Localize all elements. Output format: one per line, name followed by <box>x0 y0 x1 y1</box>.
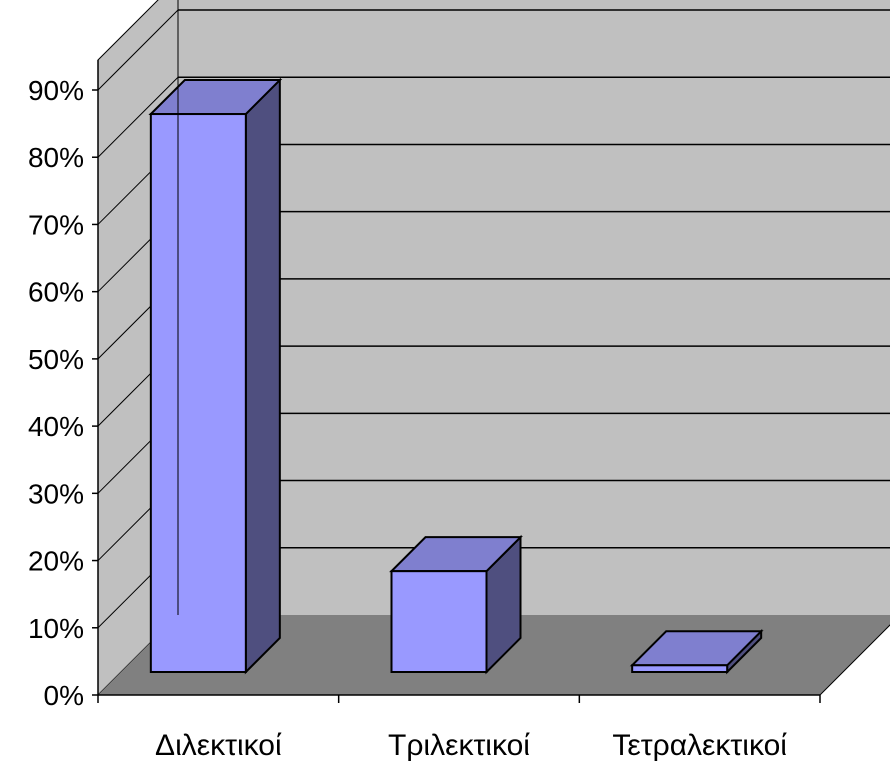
bar-front <box>390 570 488 674</box>
bar-side <box>244 77 281 675</box>
y-tick-label: 0% <box>44 680 84 711</box>
y-tick-label: 20% <box>28 546 84 577</box>
floor-edge <box>819 624 890 696</box>
y-tick-label: 40% <box>28 411 84 442</box>
gridlines <box>97 9 890 629</box>
category-label: Τριλεκτικοί <box>388 729 530 762</box>
y-tick-label: 10% <box>28 613 84 644</box>
gridline-diagonal <box>97 9 179 91</box>
y-tick-label: 50% <box>28 344 84 375</box>
bar-front <box>149 113 247 674</box>
bar <box>148 77 283 675</box>
axes <box>92 0 821 703</box>
bar <box>629 628 764 675</box>
y-tick-label: 30% <box>28 478 84 509</box>
bar <box>389 534 523 675</box>
y-tick-label: 60% <box>28 277 84 308</box>
category-label: Διλεκτικοί <box>155 729 282 762</box>
category-label: Τετραλεκτικοί <box>612 729 787 762</box>
bar-front <box>631 664 729 673</box>
y-tick-label: 70% <box>28 209 84 240</box>
bar-series <box>148 77 764 675</box>
back-wall <box>178 0 890 615</box>
chart-walls <box>97 0 890 697</box>
x-axis-category-labels: Διλεκτικοί Τριλεκτικοί Τετραλεκτικοί <box>155 729 787 762</box>
gridline-diagonal <box>97 76 179 158</box>
y-tick-label: 90% <box>28 75 84 106</box>
y-tick-label: 80% <box>28 142 84 173</box>
y-axis-tick-labels: 0% 10% 20% 30% 40% 50% 60% 70% 80% 90% <box>28 75 84 711</box>
